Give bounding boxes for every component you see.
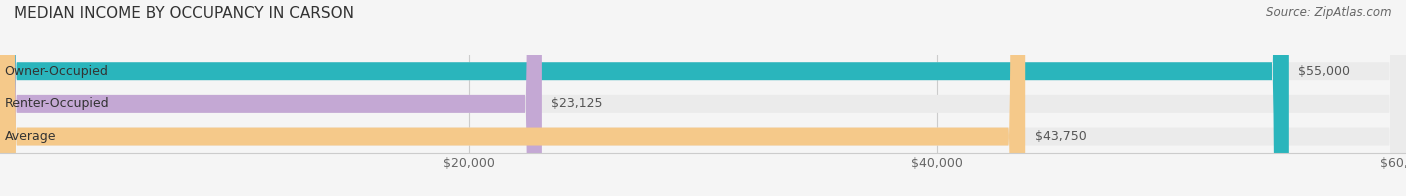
FancyBboxPatch shape xyxy=(0,0,1289,196)
FancyBboxPatch shape xyxy=(0,0,541,196)
Text: Renter-Occupied: Renter-Occupied xyxy=(4,97,110,110)
Text: MEDIAN INCOME BY OCCUPANCY IN CARSON: MEDIAN INCOME BY OCCUPANCY IN CARSON xyxy=(14,6,354,21)
FancyBboxPatch shape xyxy=(0,0,1025,196)
Text: Average: Average xyxy=(4,130,56,143)
Text: $55,000: $55,000 xyxy=(1298,65,1350,78)
Text: Owner-Occupied: Owner-Occupied xyxy=(4,65,108,78)
Text: Source: ZipAtlas.com: Source: ZipAtlas.com xyxy=(1267,6,1392,19)
Text: $23,125: $23,125 xyxy=(551,97,603,110)
Text: $43,750: $43,750 xyxy=(1035,130,1087,143)
